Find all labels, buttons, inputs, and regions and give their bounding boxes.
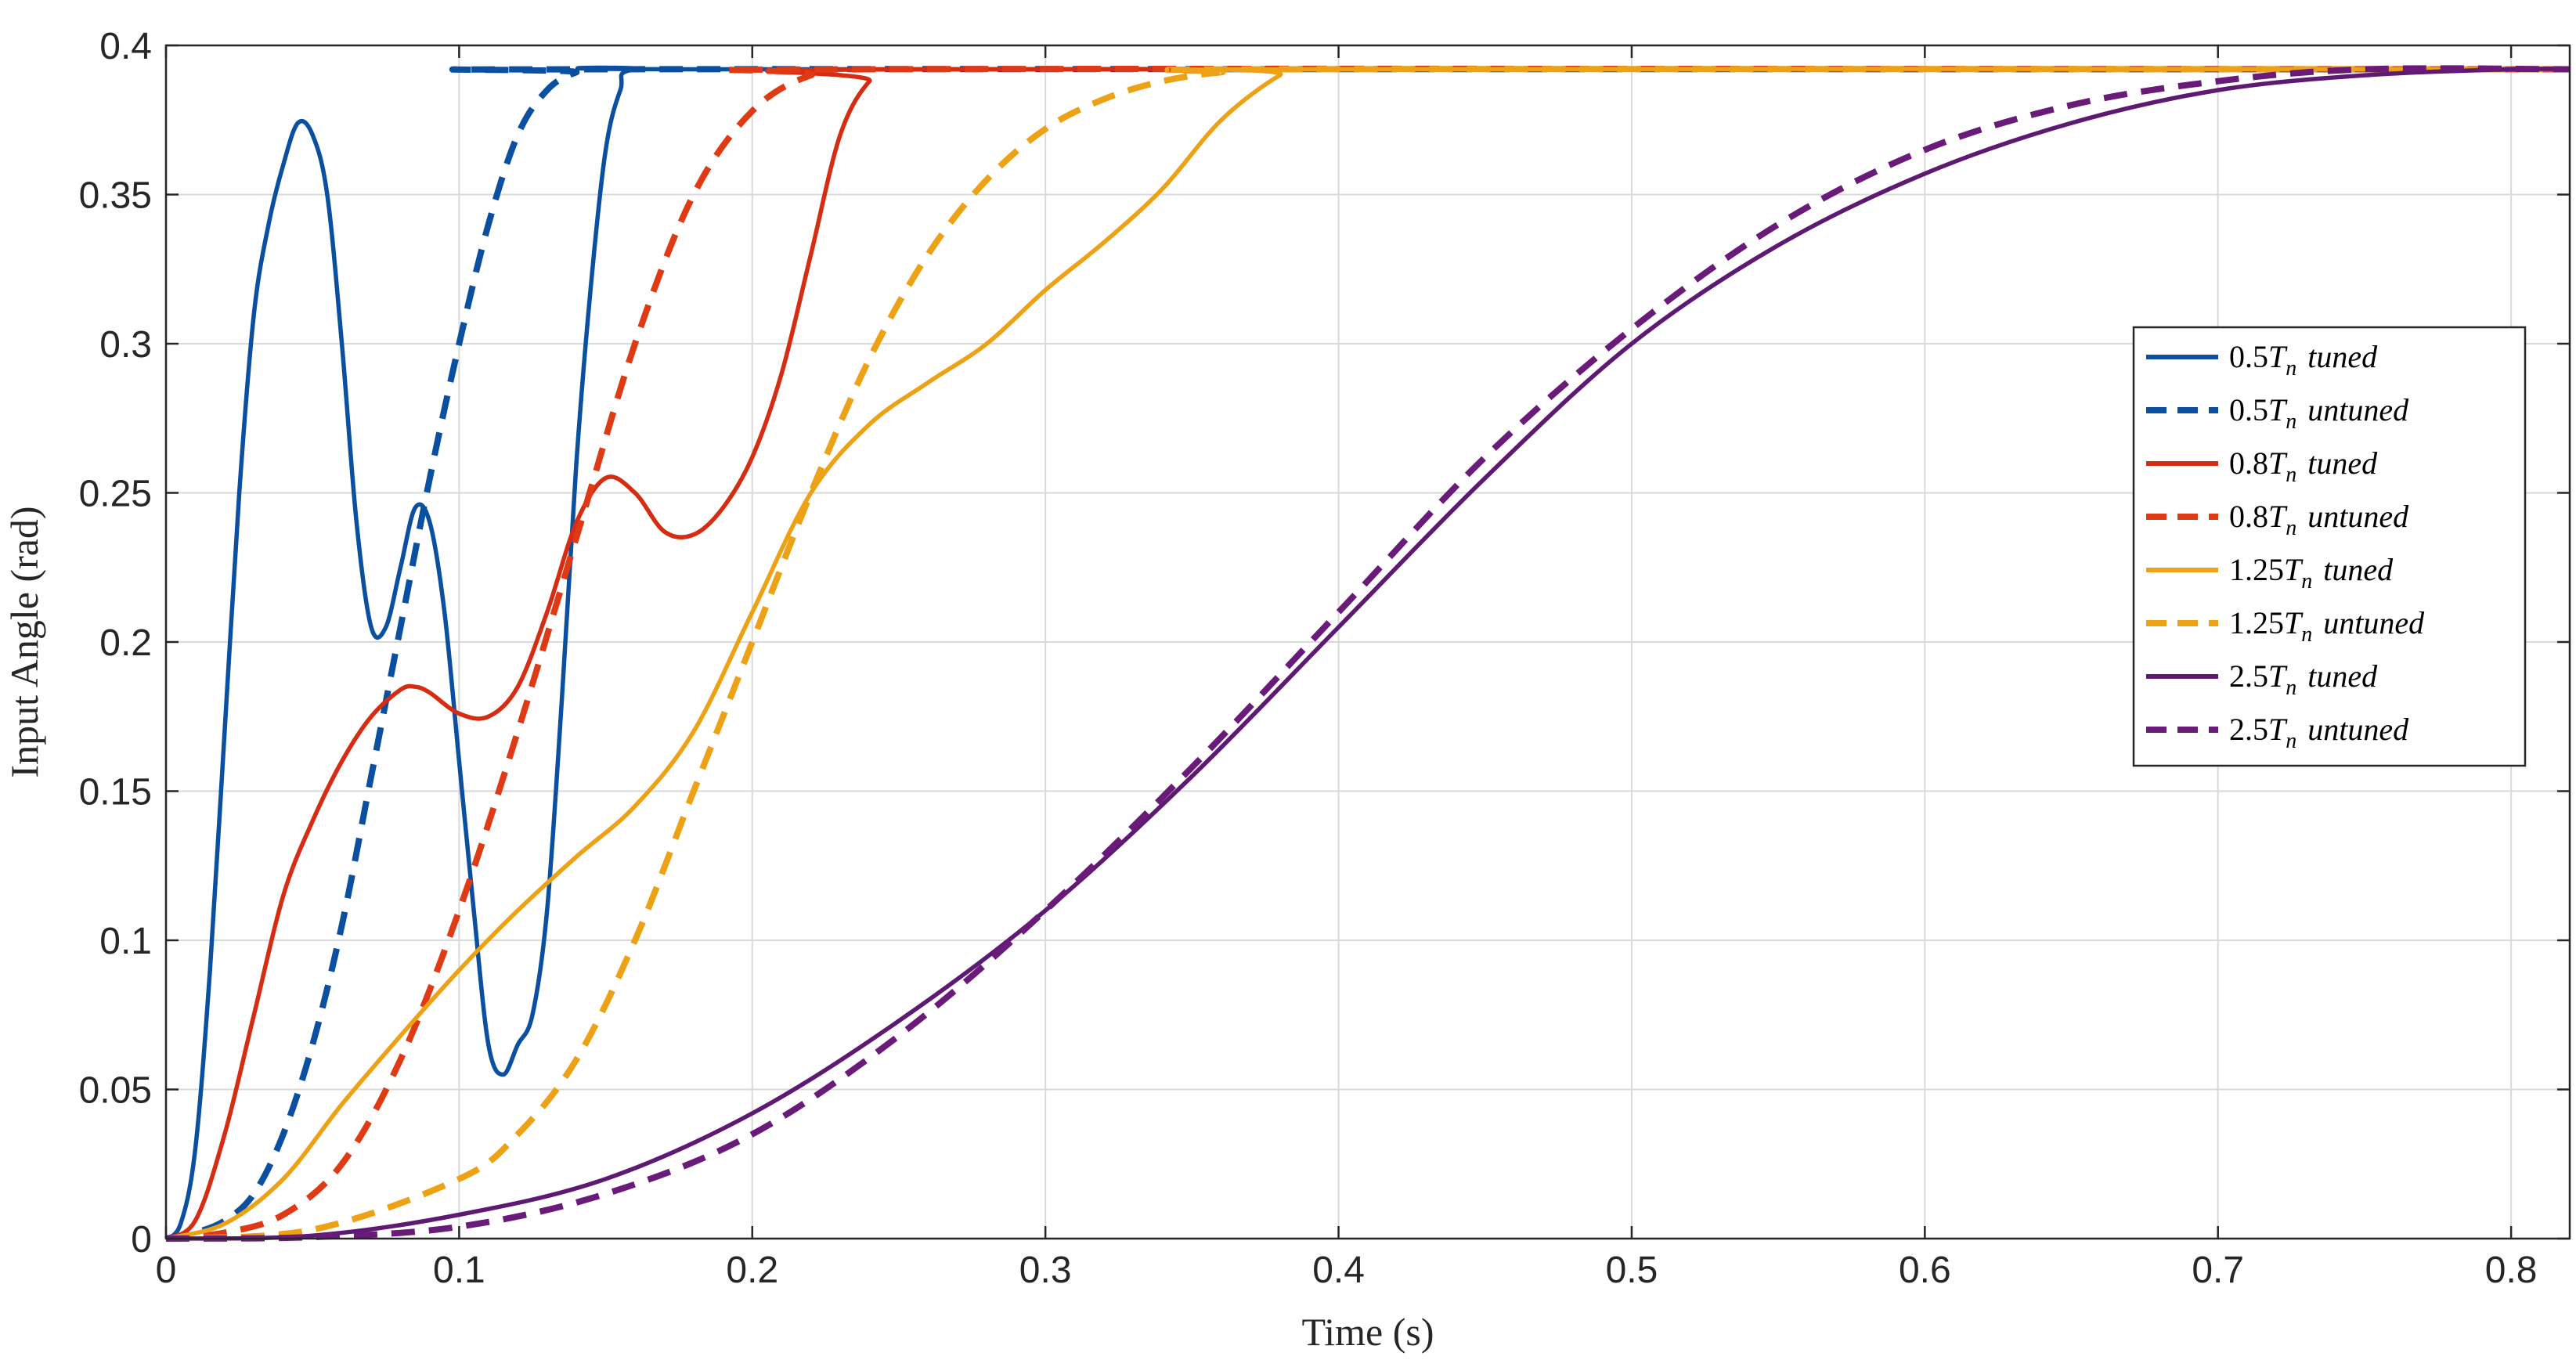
- legend-label-0: 0.5Tn tuned: [2229, 339, 2378, 381]
- series-line-6: [165, 67, 2571, 1241]
- y-axis-title: Input Angle (rad): [2, 506, 46, 777]
- y-tick-label: 0.1: [99, 921, 152, 962]
- legend-box: [2132, 326, 2527, 767]
- x-tick-label: 0.6: [1899, 1250, 1951, 1291]
- y-tick-label: 0.2: [99, 622, 152, 664]
- legend-label-4: 1.25Tn tuned: [2229, 552, 2394, 593]
- y-tick-label: 0.25: [79, 474, 152, 515]
- legend-label-1: 0.5Tn untuned: [2229, 392, 2409, 434]
- legend-label-5: 1.25Tn untuned: [2229, 605, 2425, 647]
- legend-label-7: 2.5Tn untuned: [2229, 712, 2409, 753]
- series-line-0: [164, 65, 2570, 1241]
- series-line-1: [165, 66, 2571, 1242]
- axis-ticks: 0 0.1 0.2 0.3 0.4 0.5 0.6 0.7 0.8 0 0.05 0.1 0.15 0.2…: [79, 26, 2570, 1291]
- x-tick-label: 0.2: [726, 1250, 778, 1291]
- x-axis-title: Time (s): [1301, 1310, 1434, 1354]
- y-tick-label: 0.05: [79, 1070, 152, 1112]
- grid-lines: [166, 45, 2570, 1239]
- y-tick-label: 0.15: [79, 772, 152, 813]
- x-tick-label: 0.3: [1019, 1250, 1072, 1291]
- series-line-5: [165, 66, 2571, 1242]
- y-tick-label: 0.35: [79, 175, 152, 217]
- x-tick-label: 0.5: [1606, 1250, 1658, 1291]
- x-tick-label: 0.1: [433, 1250, 485, 1291]
- series-line-3: [165, 65, 2571, 1242]
- x-tick-label: 0.4: [1312, 1250, 1365, 1291]
- legend: 0.5Tn tuned 0.5Tn untuned 0.8Tn tuned 0.8Tn unt…: [2132, 326, 2527, 767]
- y-tick-label: 0.3: [99, 324, 152, 366]
- x-tick-label: 0: [156, 1250, 177, 1291]
- series-lines: [164, 65, 2571, 1242]
- x-tick-label: 0.7: [2192, 1250, 2244, 1291]
- y-tick-label: 0: [131, 1219, 152, 1261]
- series-line-7: [165, 65, 2571, 1242]
- x-tick-label: 0.8: [2485, 1250, 2538, 1291]
- legend-label-2: 0.8Tn tuned: [2229, 445, 2378, 487]
- legend-label-6: 2.5Tn tuned: [2229, 658, 2378, 700]
- legend-label-3: 0.8Tn untuned: [2229, 499, 2409, 540]
- y-tick-label: 0.4: [99, 26, 152, 67]
